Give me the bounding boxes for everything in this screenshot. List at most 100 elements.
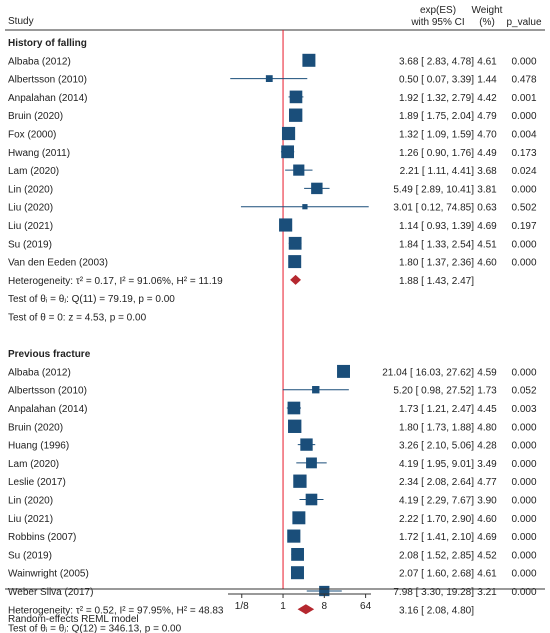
pooled-diamond — [297, 604, 315, 615]
effect-marker — [302, 53, 316, 67]
pooled-ci: 1.88 [ 1.43, 2.47] — [399, 276, 474, 287]
p-value: 0.000 — [511, 514, 536, 525]
x-tick-label: 8 — [322, 601, 328, 612]
weight-value: 4.49 — [477, 148, 497, 159]
weight-value: 4.69 — [477, 532, 497, 543]
effect-marker — [293, 474, 307, 488]
effect-marker — [288, 236, 302, 250]
p-value: 0.000 — [511, 587, 536, 598]
effect-ci: 3.68 [ 2.83, 4.78] — [399, 56, 474, 67]
study-label: Lin (2020) — [8, 184, 53, 195]
effect-marker — [311, 182, 323, 195]
table-header: Study exp(ES) with 95% CI Weight (%) p_v… — [5, 5, 545, 31]
effect-ci: 1.80 [ 1.37, 2.36] — [399, 258, 474, 269]
study-label: Bruin (2020) — [8, 111, 63, 122]
p-value: 0.197 — [511, 221, 536, 232]
weight-value: 3.90 — [477, 496, 497, 507]
effect-marker — [306, 457, 317, 469]
header-effect-line1: exp(ES) — [420, 5, 456, 16]
header-weight-line1: Weight — [472, 5, 503, 16]
study-label: Robbins (2007) — [8, 532, 76, 543]
weight-value: 4.79 — [477, 111, 497, 122]
plot-body: History of falling Albaba (2012) 3.68 [ 2.… — [8, 30, 537, 633]
effect-marker — [288, 419, 302, 433]
weight-value: 0.63 — [477, 203, 497, 214]
weight-value: 4.69 — [477, 221, 497, 232]
weight-value: 3.81 — [477, 184, 497, 195]
effect-ci: 3.01 [ 0.12, 74.85] — [393, 203, 474, 214]
effect-marker — [288, 255, 302, 269]
study-label: Huang (1996) — [8, 441, 69, 452]
test-statistic: Test of θᵢ = θⱼ: Q(12) = 346.13, p = 0.0… — [8, 624, 182, 633]
effect-ci: 3.26 [ 2.10, 5.06] — [399, 441, 474, 452]
study-label: Su (2019) — [8, 239, 52, 250]
heterogeneity-text: Heterogeneity: τ² = 0.17, I² = 91.06%, H… — [8, 276, 223, 287]
pooled-diamond — [290, 274, 301, 285]
p-value: 0.000 — [511, 239, 536, 250]
effect-marker — [281, 126, 296, 141]
study-label: Liu (2020) — [8, 203, 53, 214]
p-value: 0.000 — [511, 496, 536, 507]
p-value: 0.173 — [511, 148, 536, 159]
p-value: 0.000 — [511, 569, 536, 580]
weight-value: 3.49 — [477, 459, 497, 470]
effect-ci: 2.21 [ 1.11, 4.41] — [400, 166, 475, 177]
effect-ci: 5.20 [ 0.98, 27.52] — [393, 386, 474, 397]
effect-marker — [305, 493, 318, 506]
study-label: Albaba (2012) — [8, 367, 71, 378]
study-label: Liu (2021) — [8, 221, 53, 232]
weight-value: 3.21 — [477, 587, 497, 598]
pooled-ci: 3.16 [ 2.08, 4.80] — [399, 605, 474, 616]
weight-value: 4.60 — [477, 258, 497, 269]
study-label: Van den Eeden (2003) — [8, 258, 108, 269]
study-label: Anpalahan (2014) — [8, 93, 88, 104]
effect-marker — [265, 75, 273, 83]
effect-marker — [281, 145, 295, 159]
effect-ci: 1.73 [ 1.21, 2.47] — [399, 404, 474, 415]
effect-marker — [290, 566, 304, 580]
effect-ci: 21.04 [ 16.03, 27.62] — [382, 367, 474, 378]
header-pvalue: p_value — [506, 17, 541, 28]
x-tick-label: 64 — [360, 601, 372, 612]
weight-value: 4.51 — [477, 239, 497, 250]
study-label: Anpalahan (2014) — [8, 404, 88, 415]
study-label: Wainwright (2005) — [8, 569, 89, 580]
weight-value: 1.44 — [477, 75, 497, 86]
x-axis: 1/8 1 8 64 — [228, 593, 372, 612]
p-value: 0.001 — [511, 93, 536, 104]
effect-marker — [300, 438, 313, 451]
effect-ci: 1.14 [ 0.93, 1.39] — [399, 221, 474, 232]
study-label: Albaba (2012) — [8, 56, 71, 67]
effect-marker — [289, 90, 303, 104]
footnote: Random-effects REML model — [8, 614, 139, 625]
effect-ci: 2.07 [ 1.60, 2.68] — [399, 569, 474, 580]
weight-value: 4.52 — [477, 550, 497, 561]
header-weight-line2: (%) — [479, 17, 495, 28]
study-label: Hwang (2011) — [8, 148, 70, 159]
p-value: 0.502 — [511, 203, 536, 214]
study-label: Lam (2020) — [8, 166, 59, 177]
study-label: Leslie (2017) — [8, 477, 66, 488]
weight-value: 4.60 — [477, 514, 497, 525]
test-statistic: Test of θ = 0: z = 4.53, p = 0.00 — [8, 313, 147, 324]
effect-ci: 1.89 [ 1.75, 2.04] — [399, 111, 474, 122]
p-value: 0.000 — [511, 477, 536, 488]
study-label: Bruin (2020) — [8, 422, 63, 433]
effect-marker — [312, 386, 320, 394]
effect-ci: 1.80 [ 1.73, 1.88] — [399, 422, 474, 433]
effect-ci: 5.49 [ 2.89, 10.41] — [393, 184, 474, 195]
weight-value: 4.42 — [477, 93, 497, 104]
test-statistic: Test of θᵢ = θⱼ: Q(11) = 79.19, p = 0.00 — [8, 294, 175, 305]
weight-value: 4.45 — [477, 404, 497, 415]
header-effect-line2: with 95% CI — [410, 17, 464, 28]
study-label: Lam (2020) — [8, 459, 59, 470]
effect-ci: 1.72 [ 1.41, 2.10] — [399, 532, 474, 543]
effect-ci: 2.22 [ 1.70, 2.90] — [399, 514, 474, 525]
effect-marker — [291, 547, 304, 561]
weight-value: 4.61 — [477, 56, 497, 67]
study-label: Albertsson (2010) — [8, 386, 87, 397]
study-label: Weber Silva (2017) — [8, 587, 93, 598]
p-value: 0.000 — [511, 56, 536, 67]
effect-marker — [319, 585, 330, 597]
